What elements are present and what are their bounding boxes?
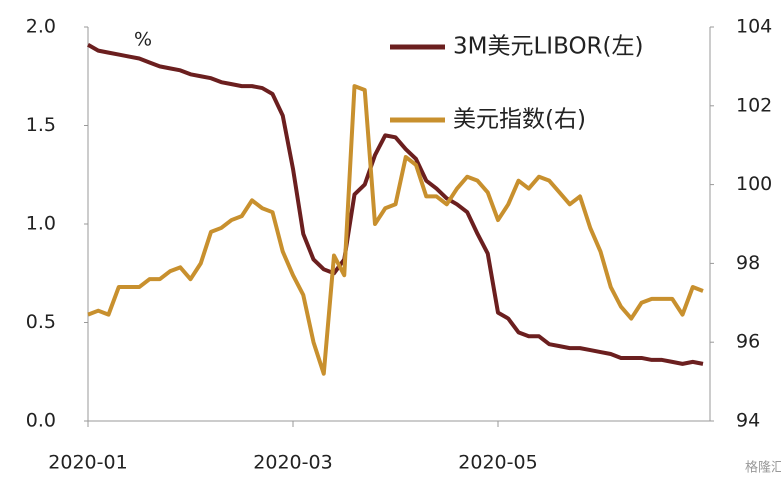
legend-label: 美元指数(右)	[453, 107, 586, 133]
legend-label: 3M美元LIBOR(左)	[453, 34, 643, 60]
y-tick-label: 0.0	[26, 410, 56, 432]
watermark: 格隆汇	[745, 460, 781, 476]
y-tick-label: 2.0	[26, 16, 56, 38]
y2-tick-label: 98	[736, 252, 760, 274]
unit-annotation: %	[134, 29, 152, 51]
x-tick-label: 2020-01	[48, 452, 127, 474]
y-tick-label: 0.5	[26, 311, 56, 333]
y2-tick-label: 104	[736, 16, 772, 38]
x-tick-label: 2020-05	[458, 452, 537, 474]
y-tick-label: 1.5	[26, 114, 56, 136]
y2-tick-label: 94	[736, 410, 760, 432]
series-line	[87, 42, 704, 366]
y2-tick-label: 96	[736, 331, 760, 353]
y-tick-label: 1.0	[26, 213, 56, 235]
series-line	[87, 84, 704, 376]
y2-tick-label: 102	[736, 94, 772, 116]
y2-tick-label: 100	[736, 173, 772, 195]
x-tick-label: 2020-03	[253, 452, 332, 474]
